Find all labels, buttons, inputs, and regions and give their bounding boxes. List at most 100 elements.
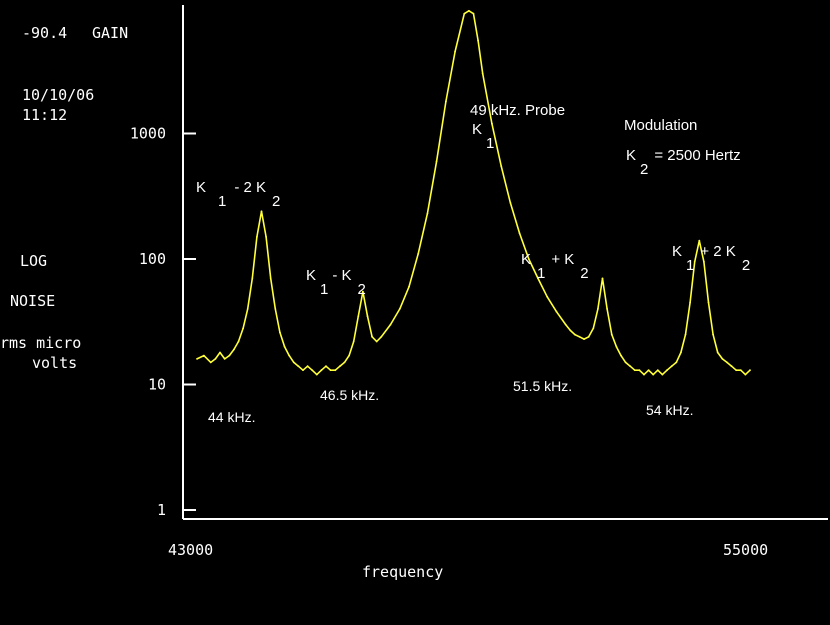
spectrum-point xyxy=(707,301,710,304)
spectrum-point xyxy=(597,308,599,310)
annotation-k1: K1 xyxy=(472,121,494,152)
spectrum-point xyxy=(223,358,226,360)
peak-label-54khz: 54 kHz. xyxy=(646,402,693,418)
spectrum-point xyxy=(260,210,263,213)
peak-label-46-5khz: 46.5 kHz. xyxy=(320,387,379,403)
gain-value: -90.4 xyxy=(22,24,67,42)
spectrum-point xyxy=(638,369,641,372)
spectrum-point xyxy=(578,335,581,338)
spectrum-point xyxy=(546,295,549,298)
spectrum-point xyxy=(219,351,221,354)
spectrum-point xyxy=(735,369,738,372)
spectrum-point xyxy=(491,122,493,125)
spectrum-point xyxy=(670,365,673,368)
spectrum-point xyxy=(315,373,318,376)
spectrum-point xyxy=(652,373,655,376)
spectrum-point xyxy=(362,290,364,293)
spectrum-point xyxy=(306,365,309,368)
spectrum-point xyxy=(468,9,470,12)
spectrum-point xyxy=(666,369,668,372)
measurement-label: NOISE xyxy=(10,292,55,310)
spectrum-point xyxy=(569,329,572,332)
spectrum-point xyxy=(348,354,350,357)
spectrum-point xyxy=(366,315,369,318)
spectrum-point xyxy=(610,333,613,336)
spectrum-point xyxy=(445,100,447,103)
spectrum-point xyxy=(417,252,420,255)
spectrum-point xyxy=(647,369,650,372)
spectrum-point xyxy=(477,39,479,42)
spectrum-point xyxy=(408,285,410,288)
spectrum-point xyxy=(703,260,705,263)
spectrum-point xyxy=(246,308,249,310)
y-tick-label-100: 100 xyxy=(139,250,166,268)
spectrum-point xyxy=(574,333,576,336)
spectrum-point xyxy=(749,369,751,372)
spectrum-point xyxy=(606,308,608,310)
spectrum-point xyxy=(203,354,205,357)
spectrum-point xyxy=(739,369,742,372)
spectrum-point xyxy=(601,277,604,280)
spectrum-point xyxy=(269,277,272,280)
spectrum-trace-line xyxy=(196,10,751,376)
annotation-k1-minus-2k2: K1- 2 K2 xyxy=(196,179,280,210)
spectrum-point xyxy=(583,338,585,340)
spectrum-point xyxy=(242,327,245,330)
y-tick-label-1000: 1000 xyxy=(130,125,166,143)
spectrum-point xyxy=(661,373,664,376)
spectrum-point xyxy=(684,333,687,336)
spectrum-point xyxy=(744,373,747,376)
spectrum-point xyxy=(537,277,539,280)
spectrum-point xyxy=(237,340,240,343)
spectrum-point xyxy=(357,315,360,318)
spectrum-point xyxy=(352,340,355,343)
gain-label: GAIN xyxy=(92,24,128,42)
spectrum-point xyxy=(726,361,728,364)
scale-mode: LOG xyxy=(20,252,47,270)
spectrum-point xyxy=(564,323,567,326)
spectrum-point xyxy=(283,345,286,348)
x-axis-label: frequency xyxy=(362,563,443,581)
spectrum-point xyxy=(633,369,636,372)
spectrum-point xyxy=(624,361,627,364)
spectrum-point xyxy=(435,160,438,163)
spectrum-point xyxy=(555,310,558,313)
spectrum-point xyxy=(454,50,456,53)
spectrum-point xyxy=(721,358,724,360)
spectrum-point xyxy=(375,340,378,343)
spectrum-point xyxy=(279,331,281,334)
spectrum-point xyxy=(209,361,212,364)
spectrum-point xyxy=(629,365,632,368)
y-tick-group: 1 10 100 1000 xyxy=(130,125,196,519)
spectrum-point xyxy=(334,369,337,372)
spectrum-point xyxy=(689,301,691,304)
spectrum-point xyxy=(196,358,198,360)
y-tick-label-1: 1 xyxy=(157,501,166,519)
annotation-probe: 49 kHz. Probe xyxy=(470,102,565,119)
peak-label-51-5khz: 51.5 kHz. xyxy=(513,378,572,394)
y-tick-label-10: 10 xyxy=(148,376,166,394)
spectrum-point xyxy=(675,361,678,364)
spectrum-point xyxy=(233,348,235,351)
modulation-label: Modulation xyxy=(624,117,697,134)
spectrum-points xyxy=(196,9,751,376)
spectrum-point xyxy=(587,335,590,338)
spectrum-point xyxy=(320,369,323,372)
spectrum-point xyxy=(518,232,521,235)
spectrum-point xyxy=(698,239,701,242)
spectrum-point xyxy=(643,373,645,376)
units-line-2: volts xyxy=(32,354,77,372)
spectrum-point xyxy=(256,236,258,238)
spectrum-point xyxy=(615,345,618,348)
spectrum-point xyxy=(251,277,254,280)
spectrum-point xyxy=(481,72,484,75)
spectrum-point xyxy=(274,308,277,310)
spectrum-point xyxy=(592,327,595,330)
spectrum-point xyxy=(371,335,373,338)
spectrum-point xyxy=(730,365,733,368)
spectrum-point xyxy=(712,333,714,336)
spectrum-point xyxy=(343,361,346,364)
spectrum-point xyxy=(302,369,304,372)
